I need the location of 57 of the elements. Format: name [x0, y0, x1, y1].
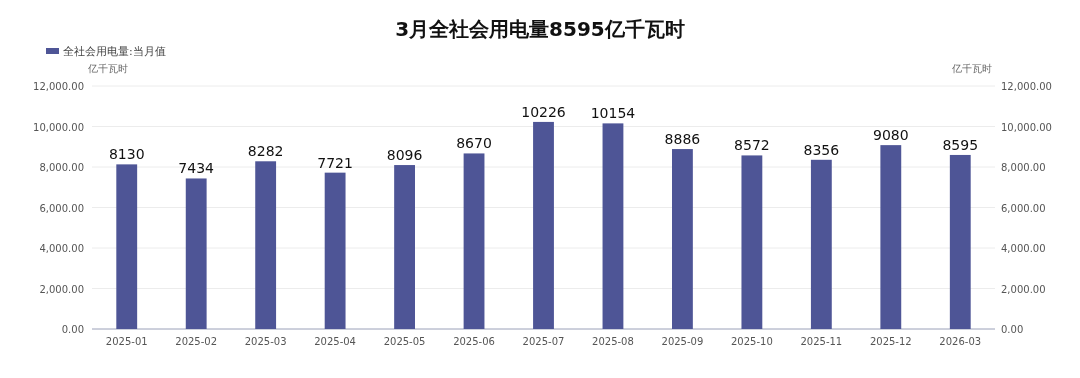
- y-tick-label: 12,000.00: [33, 81, 84, 92]
- data-label: 8356: [803, 141, 840, 158]
- bar: [741, 155, 763, 329]
- x-tick-label: 2025-11: [800, 336, 843, 347]
- bar: [602, 123, 624, 329]
- bar: [394, 165, 415, 329]
- bar: [185, 178, 207, 329]
- x-tick-label: 2026-03: [939, 336, 982, 347]
- y2-tick-label: 10,000.00: [1001, 121, 1052, 133]
- y2-tick-label: 12,000.00: [1001, 81, 1052, 92]
- bar: [810, 159, 832, 329]
- x-tick-label: 2025-05: [383, 336, 426, 347]
- x-tick-label: 2025-01: [105, 336, 148, 347]
- y-tick-label: 8,000.00: [39, 162, 84, 173]
- y2-axis-title: 亿千瓦时: [951, 63, 992, 74]
- x-tick-label: 2025-07: [522, 336, 565, 347]
- bar: [672, 149, 693, 329]
- data-label: 8670: [456, 135, 492, 152]
- y-tick-label: 2,000.00: [39, 283, 84, 295]
- y-tick-label: 0.00: [61, 324, 84, 335]
- data-label: 8595: [942, 136, 979, 153]
- y-axis-title: 亿千瓦时: [87, 63, 128, 74]
- bar: [949, 154, 971, 329]
- data-label: 8130: [108, 146, 145, 163]
- y2-tick-label: 0.00: [1001, 324, 1024, 335]
- data-label: 8572: [734, 137, 770, 154]
- y-tick-label: 4,000.00: [39, 243, 84, 254]
- x-tick-label: 2025-03: [244, 336, 287, 347]
- data-label: 9080: [872, 127, 909, 144]
- bar: [533, 121, 554, 329]
- x-tick-label: 2025-08: [592, 336, 634, 347]
- data-label: 8096: [386, 147, 423, 164]
- bar: [463, 153, 485, 329]
- x-tick-label: 2025-09: [661, 336, 704, 347]
- data-label: 7434: [178, 160, 215, 177]
- data-label: 10226: [521, 103, 566, 120]
- data-label: 10154: [590, 105, 636, 122]
- x-tick-label: 2025-02: [175, 336, 218, 347]
- x-tick-label: 2025-10: [730, 336, 773, 347]
- data-label: 8282: [247, 143, 284, 160]
- y2-tick-label: 8,000.00: [1001, 162, 1046, 173]
- bar: [324, 172, 346, 329]
- x-tick-label: 2025-04: [314, 336, 357, 347]
- legend-label: 全社会用电量:当月值: [63, 45, 166, 58]
- y2-tick-label: 6,000.00: [1001, 202, 1046, 214]
- data-label: 7721: [317, 154, 353, 171]
- bar: [116, 164, 138, 329]
- x-tick-label: 2025-12: [869, 336, 912, 347]
- y2-tick-label: 4,000.00: [1001, 243, 1046, 254]
- y2-tick-label: 2,000.00: [1001, 283, 1046, 295]
- x-tick-label: 2025-06: [453, 336, 495, 347]
- bar: [255, 161, 277, 329]
- y-tick-label: 10,000.00: [33, 121, 84, 133]
- bar: [880, 145, 902, 329]
- y-tick-label: 6,000.00: [39, 202, 84, 214]
- chart-title: 3月全社会用电量8595亿千瓦时: [395, 17, 685, 41]
- data-label: 8886: [664, 131, 701, 148]
